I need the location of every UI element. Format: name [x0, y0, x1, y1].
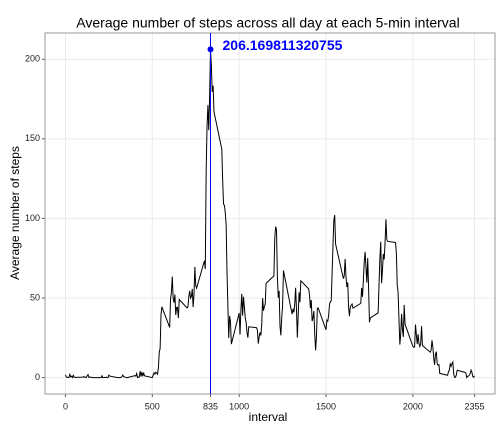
- x-tick-label: 500: [145, 401, 160, 411]
- x-tick-label: 1500: [316, 401, 336, 411]
- y-tick-label: 50: [30, 292, 40, 302]
- series-line: [64, 49, 475, 379]
- panel: [45, 33, 495, 394]
- x-tick-label: 0: [63, 401, 68, 411]
- y-tick-label: 200: [25, 54, 40, 64]
- x-tick-label: 1000: [229, 401, 249, 411]
- panel-border: [44, 32, 496, 395]
- x-tick-label: 2000: [403, 401, 423, 411]
- y-tick-label: 0: [35, 372, 40, 382]
- y-axis-label: Average number of steps: [8, 146, 22, 280]
- chart-title: Average number of steps across all day a…: [76, 15, 459, 31]
- max-label: 206.169811320755: [223, 37, 343, 53]
- y-tick-label: 100: [25, 213, 40, 223]
- x-tick-label: 835: [203, 401, 218, 411]
- y-tick-label: 150: [25, 133, 40, 143]
- max-point: [207, 46, 214, 53]
- x-tick-label: 2355: [465, 401, 485, 411]
- x-axis-label: interval: [249, 410, 288, 424]
